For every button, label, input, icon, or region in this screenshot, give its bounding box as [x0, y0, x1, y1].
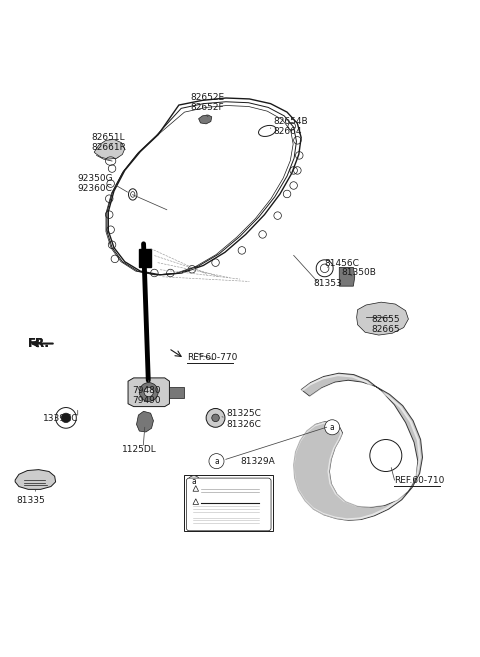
Polygon shape: [94, 139, 125, 159]
Circle shape: [61, 413, 71, 422]
Text: 82655
82665: 82655 82665: [372, 315, 400, 334]
Circle shape: [144, 387, 154, 397]
Circle shape: [209, 453, 224, 468]
Circle shape: [206, 409, 225, 427]
Text: FR.: FR.: [28, 337, 49, 350]
Polygon shape: [294, 373, 422, 520]
Circle shape: [212, 414, 219, 422]
Polygon shape: [199, 115, 212, 124]
Text: 81353: 81353: [313, 279, 342, 288]
Circle shape: [188, 476, 200, 488]
Text: 81325C
81326C: 81325C 81326C: [226, 409, 261, 428]
Text: FR.: FR.: [28, 337, 49, 350]
Circle shape: [139, 382, 158, 401]
Polygon shape: [339, 267, 355, 286]
Text: 79480
79490: 79480 79490: [132, 386, 160, 405]
Bar: [169, 387, 183, 398]
Circle shape: [370, 440, 402, 472]
Polygon shape: [357, 302, 408, 335]
Text: 1125DL: 1125DL: [121, 445, 156, 455]
Text: 92350G
92360C: 92350G 92360C: [78, 174, 113, 193]
Text: REF.60-770: REF.60-770: [187, 353, 238, 363]
Text: 82651L
82661R: 82651L 82661R: [92, 133, 127, 152]
Polygon shape: [136, 411, 154, 432]
Text: 81329A: 81329A: [240, 457, 275, 466]
Circle shape: [324, 420, 340, 435]
Text: 82654B
82664: 82654B 82664: [273, 116, 308, 136]
Text: a: a: [192, 478, 196, 486]
Text: a: a: [330, 423, 335, 432]
Polygon shape: [15, 470, 56, 489]
Text: REF.60-710: REF.60-710: [394, 476, 444, 485]
Text: a: a: [214, 457, 219, 466]
FancyBboxPatch shape: [186, 478, 271, 531]
Text: 82652E
82652F: 82652E 82652F: [190, 93, 224, 112]
Text: 81456C: 81456C: [324, 259, 360, 268]
Text: 81335: 81335: [16, 495, 45, 505]
Text: 81350B: 81350B: [341, 269, 376, 277]
Bar: [184, 475, 273, 531]
Text: 1339CC: 1339CC: [43, 415, 79, 423]
Bar: [139, 250, 151, 267]
Polygon shape: [128, 378, 169, 407]
